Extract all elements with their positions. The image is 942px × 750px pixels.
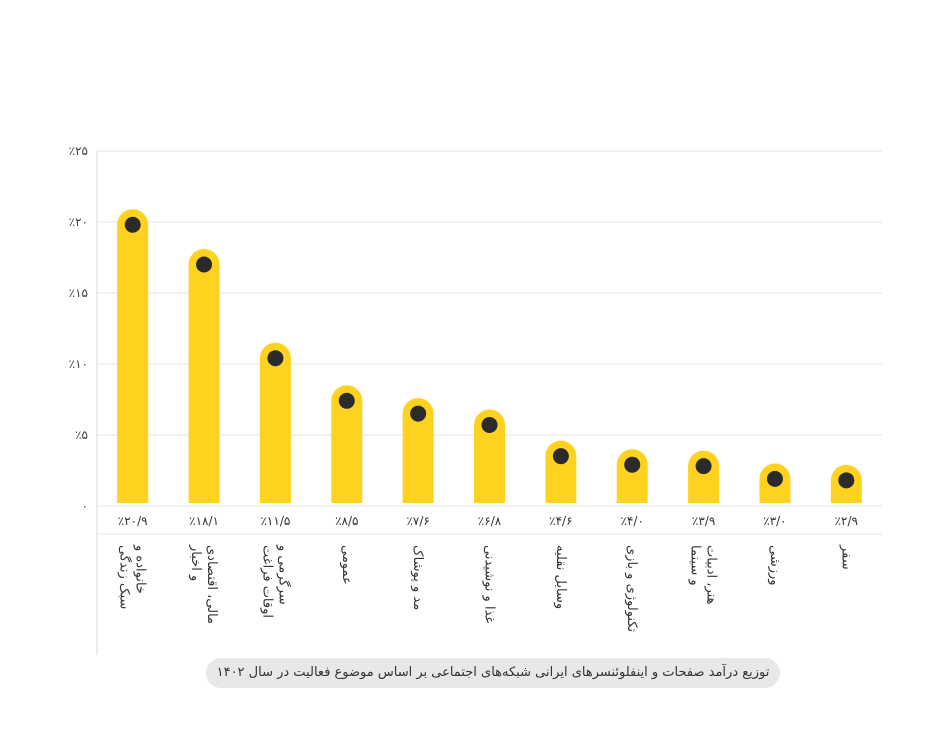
value-label: ٪۶/۸ [478, 514, 502, 528]
category-label-line: عمومی [339, 545, 354, 585]
value-label: ٪۸/۵ [335, 514, 358, 528]
value-label: ٪۳/۹ [692, 514, 715, 528]
value-label: ٪۷/۶ [406, 514, 429, 528]
y-tick-label: ٪۲۰ [69, 215, 88, 229]
bar-marker [124, 216, 141, 233]
y-tick-label: ۰ [82, 499, 88, 513]
category-label: مد و پوشاک [410, 545, 425, 610]
bar [188, 248, 220, 503]
value-label: ٪۲۰/۹ [118, 514, 148, 528]
bar-marker [552, 448, 569, 465]
category-label-line: ورزشی [767, 545, 782, 586]
category-label-line: هنر، ادبیات [704, 545, 719, 605]
value-label: ٪۴/۶ [549, 514, 572, 528]
category-label: تکنولوژی و بازی [624, 545, 639, 633]
bar [259, 342, 291, 503]
bar-marker [196, 256, 213, 273]
bar [402, 398, 434, 503]
bar-marker [481, 416, 498, 433]
category-label-line: سرگرمی و [275, 544, 291, 605]
gridlines [96, 150, 882, 655]
value-label: ٪۱۱/۵ [260, 514, 290, 528]
category-label-line: و سینما [688, 545, 703, 586]
category-label-line: سبک زندگی [117, 545, 133, 609]
category-label-line: غذا و نوشیدنی [482, 545, 497, 623]
bar-marker [766, 470, 783, 487]
category-label-line: و اخبار [188, 544, 203, 581]
bar [117, 209, 149, 503]
y-tick-label: ٪۵ [75, 428, 88, 442]
bar [616, 449, 648, 503]
y-tick-label: ٪۱۵ [69, 286, 88, 300]
category-label: سفر [838, 544, 853, 570]
value-labels: ٪۲۰/۹ ٪۱۸/۱ ٪۱۱/۵ ٪۸/۵ ٪۷/۶ ٪۶/۸ ٪۴/۶ ٪۴/۰ ٪۳/۹ ٪… [118, 514, 858, 528]
bar-marker [410, 405, 427, 422]
y-tick-label: ٪۱۰ [69, 357, 88, 371]
category-label: عمومی [339, 545, 354, 585]
category-label: وسایل نقلیه [553, 545, 568, 609]
bar [474, 409, 505, 503]
chart-caption: توزیع درآمد صفحات و اینفلوئنسرهای ایرانی… [206, 658, 780, 688]
y-axis: ۰ ٪۵ ٪۱۰ ٪۱۵ ٪۲۰ ٪۲۵ [69, 144, 88, 513]
value-label: ٪۲/۹ [835, 514, 858, 528]
value-label: ٪۴/۰ [621, 514, 644, 528]
category-label: غذا و نوشیدنی [482, 545, 497, 623]
category-label-line: وسایل نقلیه [553, 545, 568, 609]
value-label: ٪۳/۰ [763, 514, 786, 528]
bar-marker [267, 350, 284, 367]
category-label-line: تکنولوژی و بازی [624, 545, 639, 633]
bar-marker [695, 458, 712, 475]
category-label-line: سفر [838, 544, 853, 570]
y-tick-label: ٪۲۵ [69, 144, 88, 158]
bar [331, 385, 363, 503]
value-label: ٪۱۸/۱ [189, 514, 219, 528]
category-label-line: اوقات فراغت [259, 545, 274, 618]
bar [688, 450, 720, 503]
category-label: ورزشی [767, 545, 782, 586]
bar-marker [338, 392, 355, 409]
category-label-line: خانواده و [133, 544, 148, 594]
bars [117, 209, 862, 503]
bar-marker [838, 472, 855, 489]
category-label-line: مد و پوشاک [410, 545, 425, 610]
category-label-line: مالی، اقتصادی [204, 545, 219, 624]
bar-marker [624, 456, 641, 473]
